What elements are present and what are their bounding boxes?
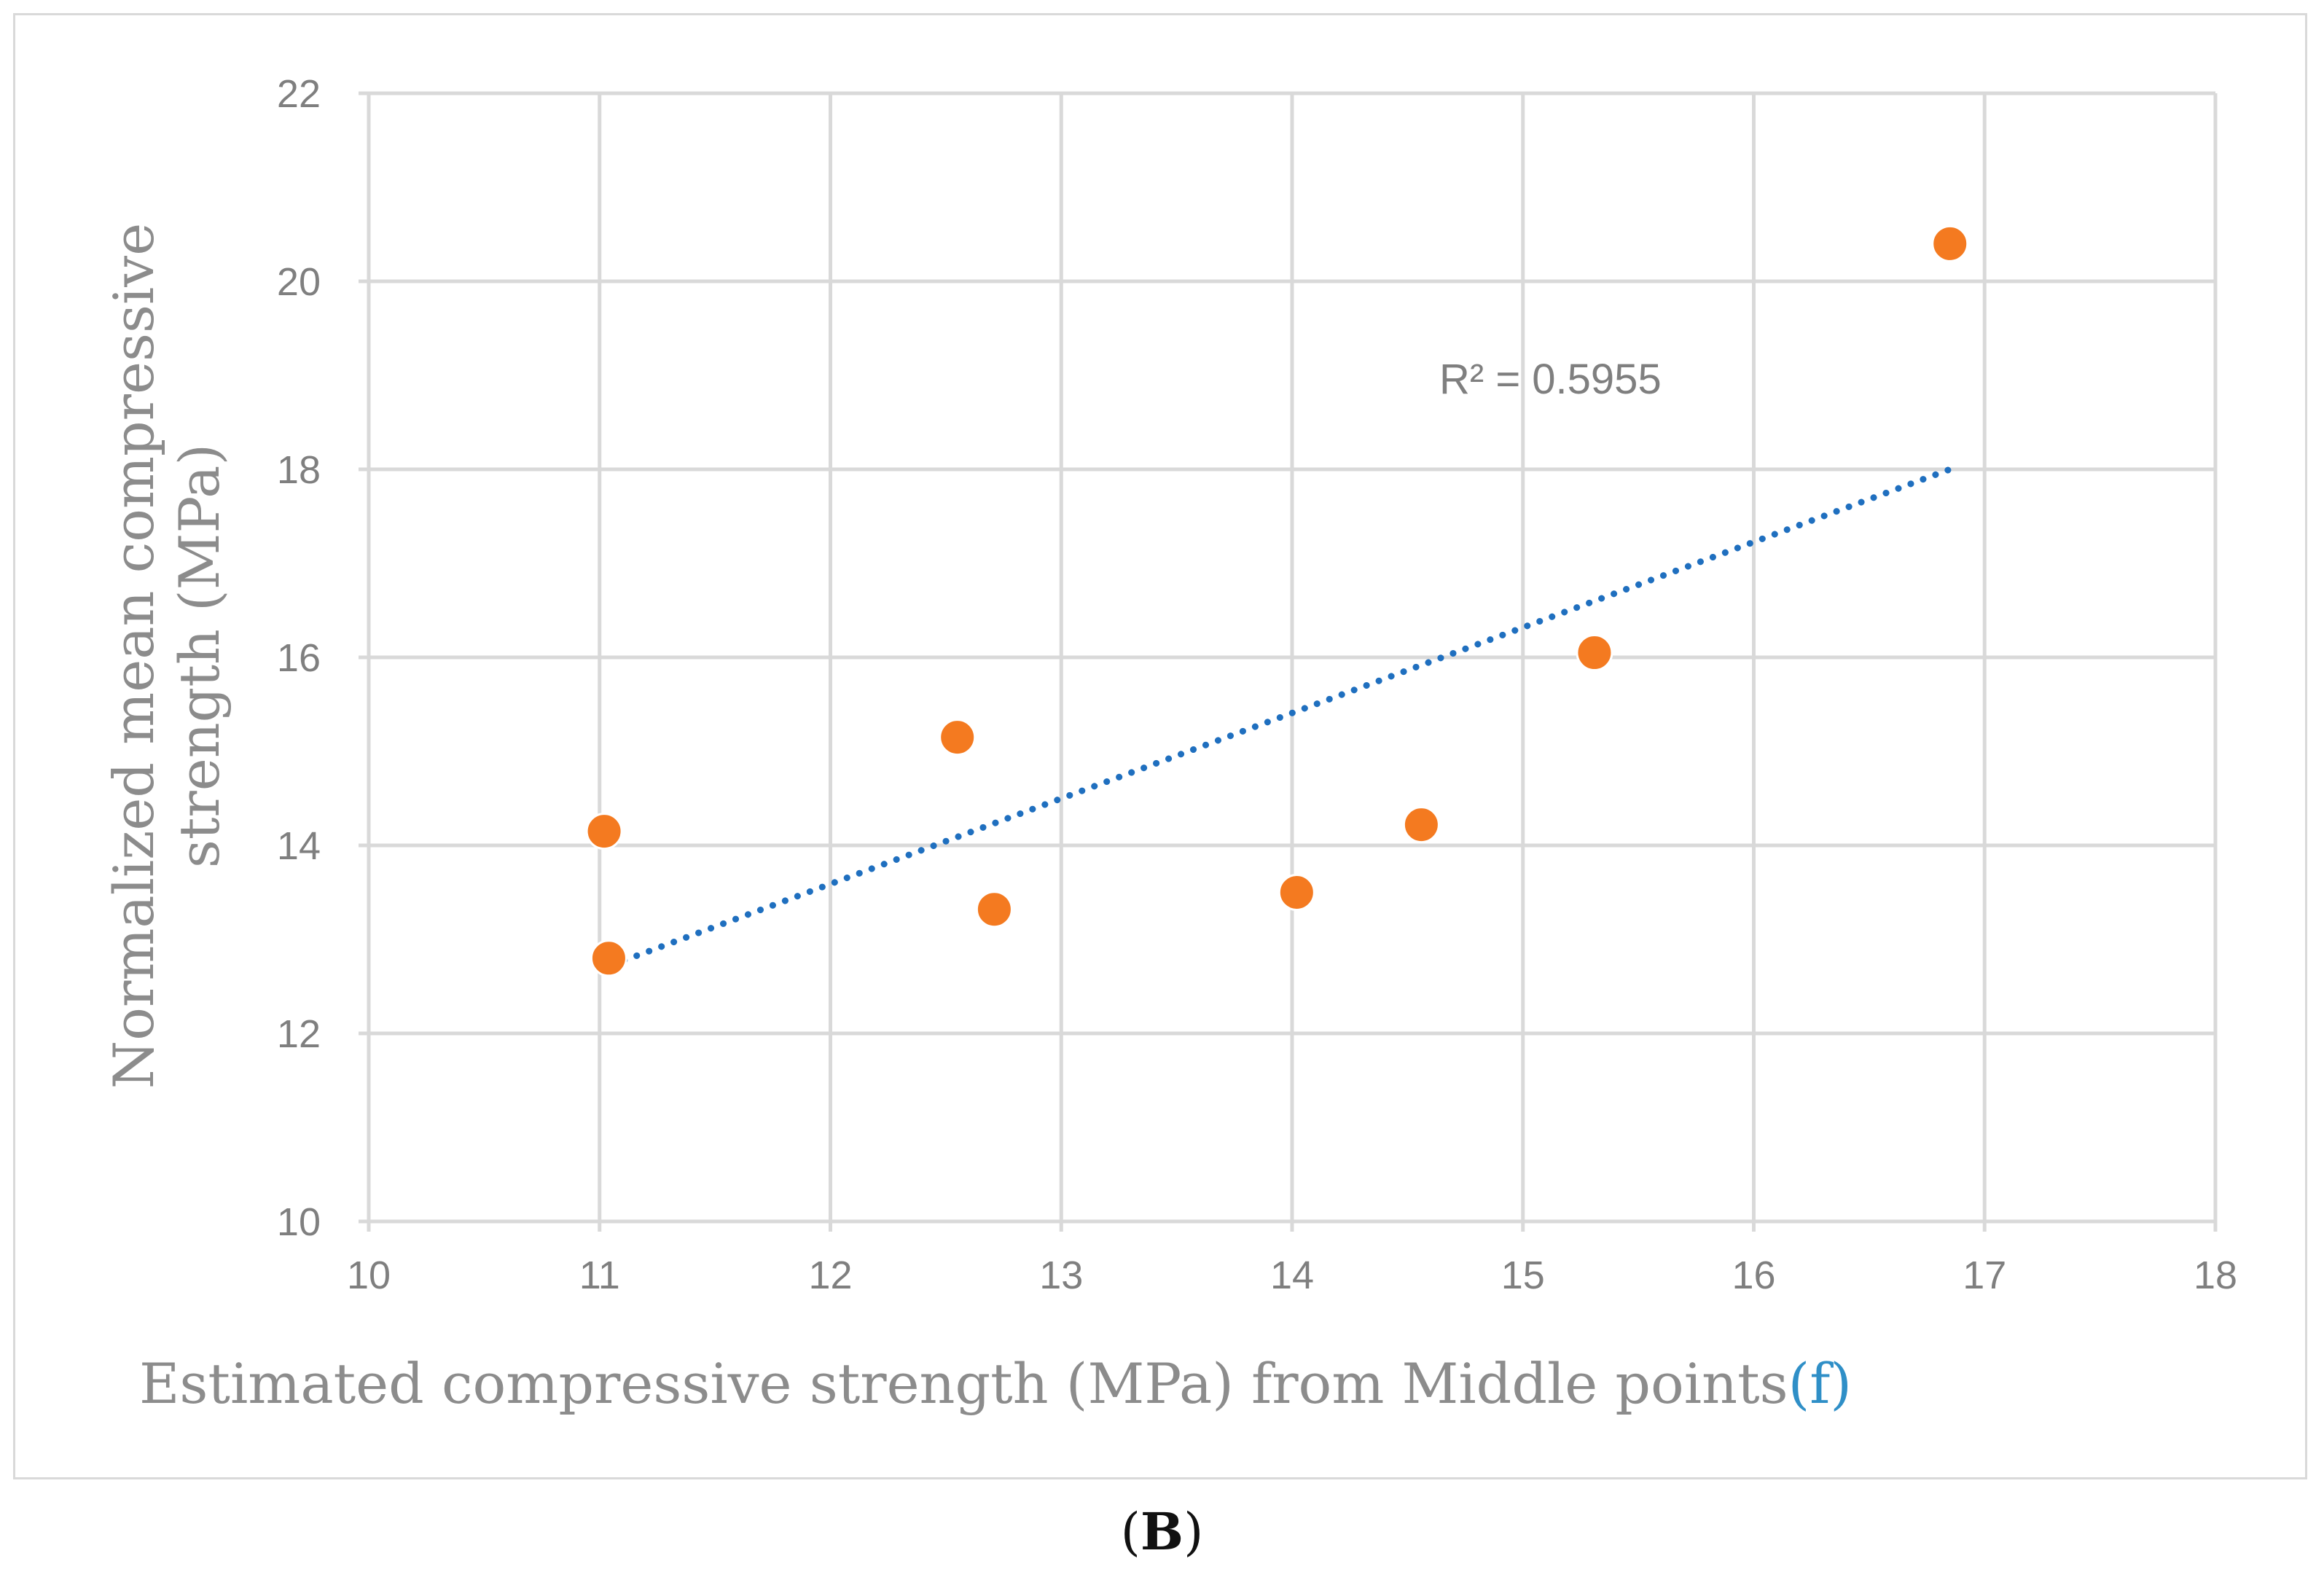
y-tick-label: 16 — [277, 636, 321, 680]
y-tick-label: 18 — [277, 448, 321, 492]
x-tick-label: 14 — [1270, 1254, 1314, 1297]
y-axis-title: Normalized mean compressive strength (MP… — [101, 223, 232, 1089]
y-tick-label: 22 — [277, 72, 321, 116]
figure-caption: (B) — [1120, 1501, 1204, 1562]
y-tick-label: 12 — [277, 1012, 321, 1056]
data-points — [585, 224, 1969, 977]
x-tick-label: 17 — [1963, 1254, 2006, 1297]
y-tick-label: 10 — [277, 1200, 321, 1244]
x-tick-label: 12 — [808, 1254, 852, 1297]
data-point — [1576, 634, 1613, 672]
r-squared-label: R² = 0.5955 — [1439, 356, 1662, 403]
x-tick-label: 13 — [1039, 1254, 1083, 1297]
data-point — [939, 719, 977, 756]
x-tick-label: 11 — [579, 1254, 620, 1297]
x-tick-label: 10 — [347, 1254, 391, 1297]
y-axis-title-line1: Normalized mean compressive — [101, 223, 166, 1089]
x-axis-title: Estimated compressive strength (MPa) fro… — [139, 1351, 1852, 1416]
x-tick-label: 18 — [2194, 1254, 2237, 1297]
x-tick-label: 15 — [1501, 1254, 1545, 1297]
data-point — [590, 939, 627, 977]
y-tick-label: 14 — [277, 824, 321, 868]
data-point — [975, 891, 1013, 928]
y-axis-title-line2: strength (MPa) — [167, 444, 232, 868]
y-tick-label: 20 — [277, 260, 321, 304]
chart-frame — [13, 13, 2307, 1479]
data-point — [1278, 874, 1315, 911]
trendline — [596, 466, 1954, 973]
data-point — [1931, 224, 1969, 262]
grid-lines — [359, 91, 2218, 1232]
data-point — [585, 813, 623, 850]
x-tick-labels: 10 11 12 13 14 15 16 17 18 — [347, 1254, 2237, 1297]
data-point — [1402, 806, 1440, 844]
x-tick-label: 16 — [1732, 1254, 1775, 1297]
y-tick-labels: 10 12 14 16 18 20 22 — [277, 72, 321, 1244]
